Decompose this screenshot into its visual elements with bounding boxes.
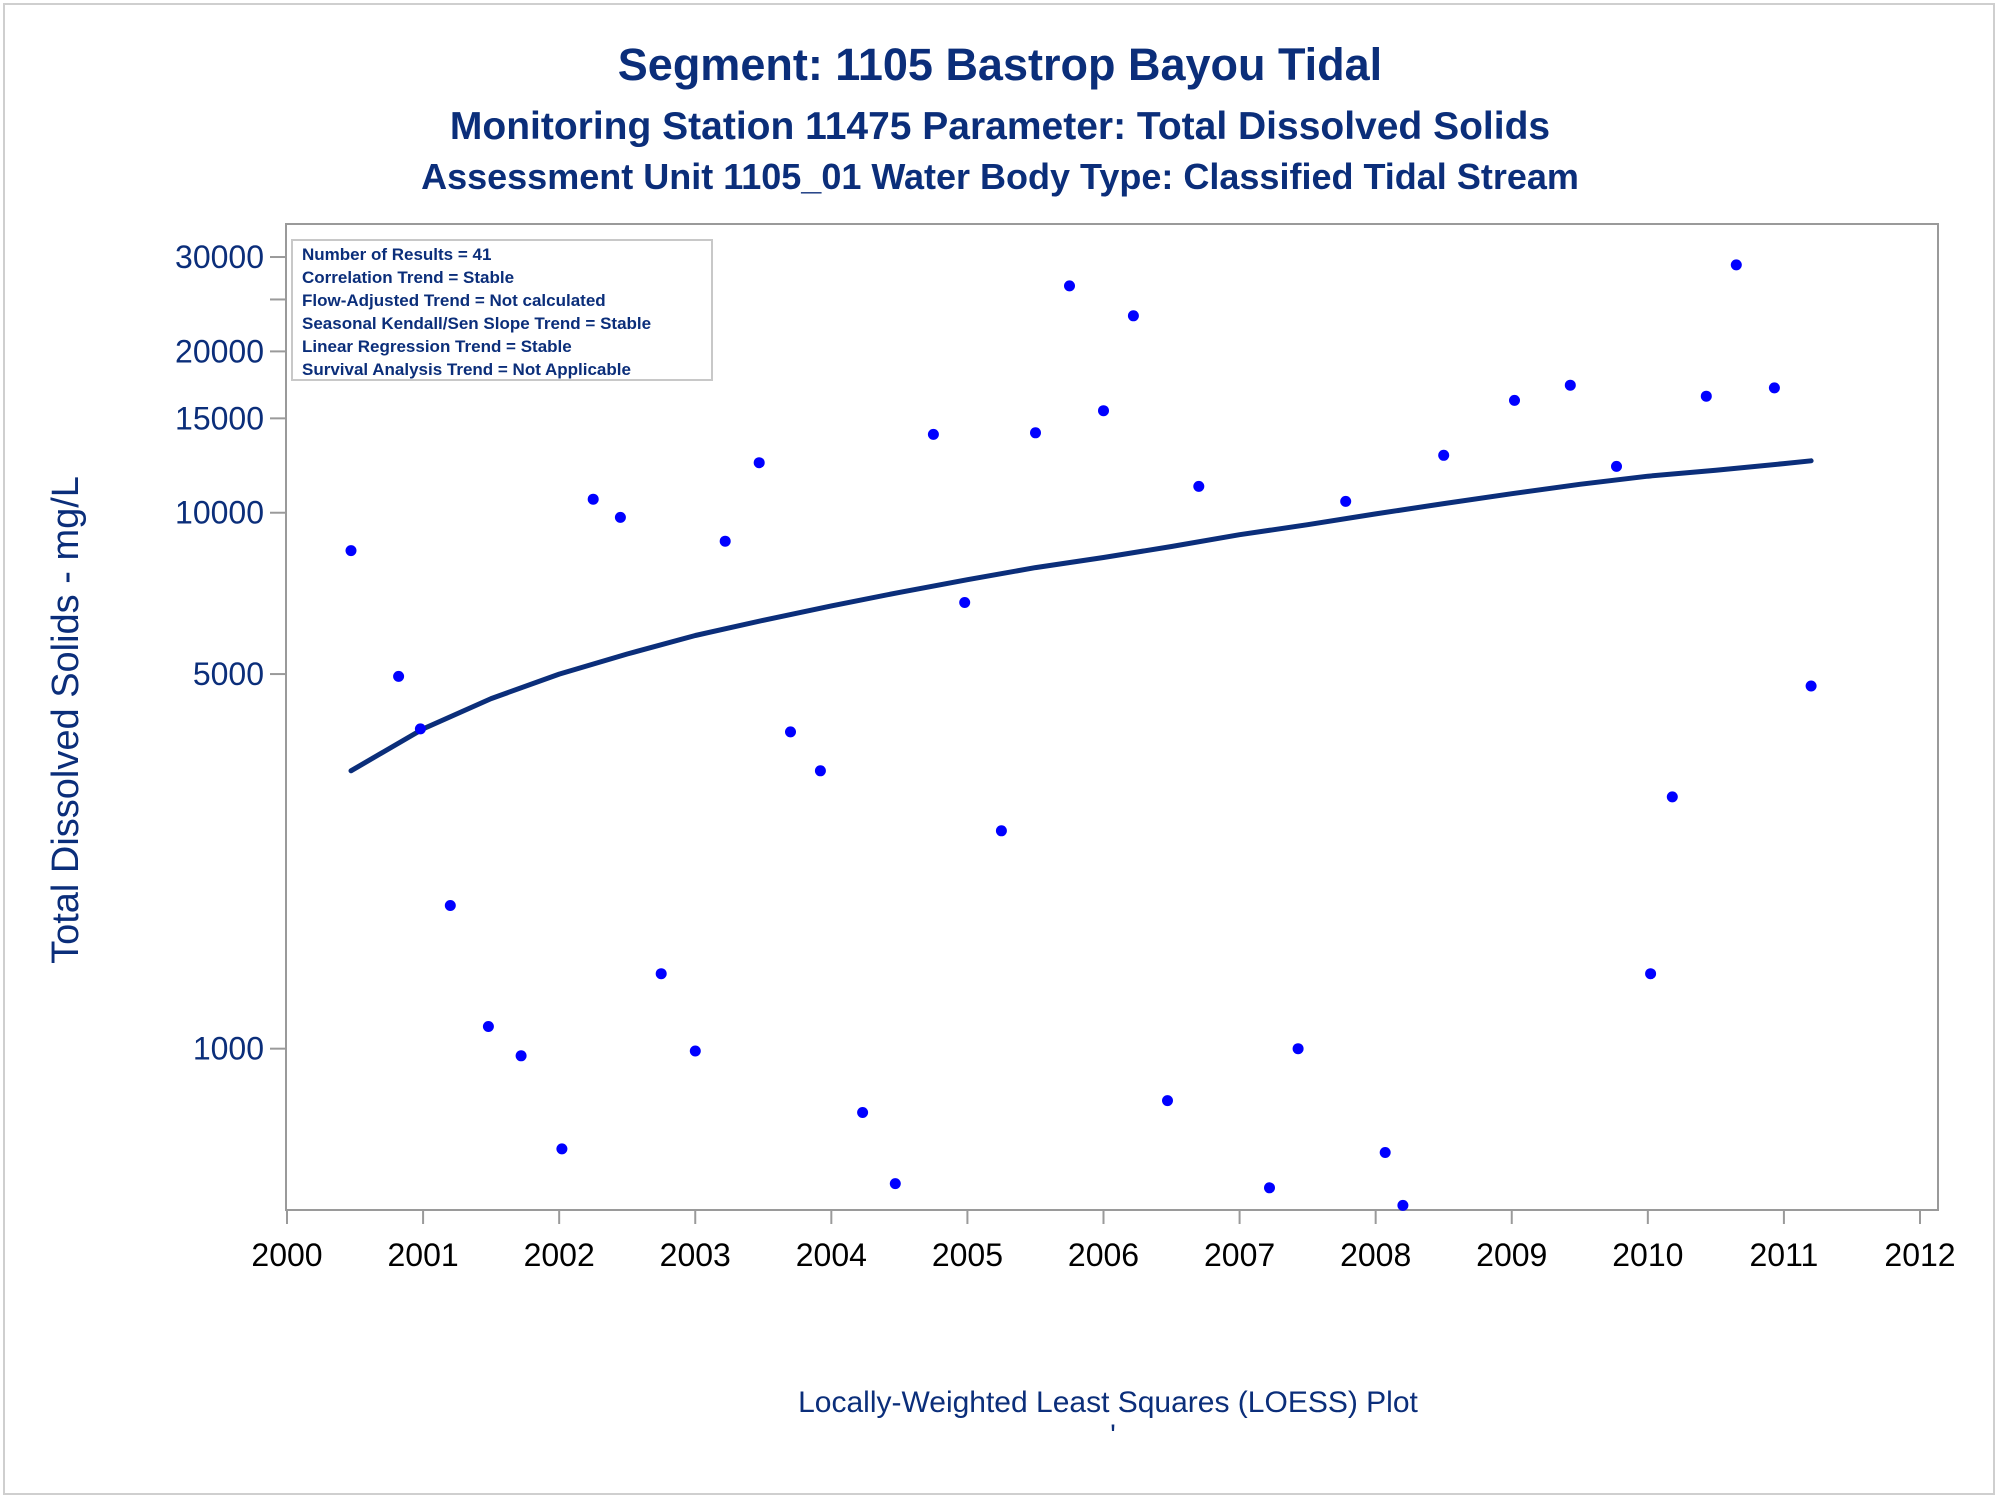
data-point	[1030, 427, 1041, 439]
data-point	[1379, 1147, 1391, 1158]
data-point	[414, 723, 426, 735]
y-axis-label: Total Dissolved Solids - mg/L	[45, 476, 87, 964]
data-point	[1509, 394, 1520, 406]
data-point	[995, 825, 1007, 837]
y-tick-label: 5000	[193, 656, 264, 692]
data-point	[1805, 680, 1817, 692]
x-tick-label: 2004	[796, 1237, 867, 1273]
data-point	[1127, 310, 1139, 322]
data-point	[1162, 1095, 1173, 1107]
stat-line: Survival Analysis Trend = Not Applicable	[302, 360, 631, 379]
stat-line: Seasonal Kendall/Sen Slope Trend = Stabl…	[302, 314, 651, 333]
stat-line: Number of Results = 41	[302, 245, 491, 264]
data-point	[1666, 791, 1678, 803]
data-point	[1700, 390, 1712, 402]
loess-curve	[348, 458, 1814, 774]
stat-line: Correlation Trend = Stable	[302, 268, 514, 287]
data-point	[515, 1050, 527, 1062]
x-tick-label: 2001	[387, 1237, 458, 1273]
x-tick-label: 2008	[1340, 1237, 1411, 1273]
data-point	[444, 900, 456, 911]
y-axis: 1000 5000 10000 15000 20000 30000	[175, 239, 286, 1067]
data-point	[1730, 259, 1742, 271]
x-tick-label: 2000	[251, 1237, 322, 1273]
chart-title: Segment: 1105 Bastrop Bayou Tidal	[618, 39, 1382, 90]
x-tick-label: 2011	[1750, 1237, 1819, 1273]
stats-box-border	[291, 239, 713, 381]
x-tick-label: 2006	[1068, 1237, 1139, 1273]
data-points	[345, 259, 1817, 1211]
data-point	[1397, 1199, 1409, 1211]
x-tick-label: 2009	[1476, 1237, 1547, 1273]
x-tick-label: 2003	[660, 1237, 731, 1273]
y-tick-label: 20000	[175, 333, 264, 369]
data-point	[719, 535, 731, 547]
stat-line: Linear Regression Trend = Stable	[302, 337, 572, 356]
data-point	[1064, 280, 1075, 292]
y-tick-label: 15000	[175, 400, 264, 436]
data-point	[614, 511, 626, 523]
data-point	[655, 968, 667, 980]
data-point	[959, 597, 971, 608]
data-point	[689, 1045, 701, 1057]
data-point	[1264, 1182, 1275, 1194]
x-tick-label: 2002	[524, 1237, 595, 1273]
stats-box: Number of Results = 41 Correlation Trend…	[291, 239, 713, 381]
loess-curve-layer	[348, 458, 1814, 774]
x-tick-label: 2010	[1612, 1237, 1683, 1273]
data-point	[482, 1021, 494, 1032]
caption-mark: '	[1110, 1419, 1116, 1452]
data-point	[857, 1107, 869, 1118]
data-point	[785, 726, 796, 738]
data-point	[1645, 968, 1657, 980]
data-point	[1193, 480, 1205, 492]
plot-area	[285, 223, 1939, 1211]
data-point	[753, 457, 765, 469]
data-point	[556, 1143, 568, 1155]
y-tick-label: 1000	[193, 1031, 264, 1067]
x-tick-label: 2007	[1204, 1237, 1275, 1273]
data-point	[1611, 460, 1622, 472]
chart-subtitle-2: Assessment Unit 1105_01 Water Body Type:…	[421, 156, 1579, 197]
y-tick-label: 30000	[175, 239, 264, 275]
data-point	[814, 765, 826, 777]
x-tick-label: 2005	[932, 1237, 1003, 1273]
data-point	[345, 545, 357, 557]
y-tick-label: 10000	[175, 495, 264, 531]
data-point	[1098, 405, 1109, 417]
stat-line: Flow-Adjusted Trend = Not calculated	[302, 291, 606, 310]
data-point	[1292, 1043, 1304, 1055]
data-point	[1768, 382, 1780, 394]
data-point	[927, 428, 939, 440]
data-point	[1340, 495, 1352, 507]
data-point	[889, 1178, 901, 1190]
x-axis: 2000 2001 2002 2003 2004 2005 2006 2007 2008 2009…	[251, 1210, 1956, 1273]
data-point	[393, 670, 405, 682]
data-point	[587, 493, 599, 505]
chart-subtitle: Monitoring Station 11475 Parameter: Tota…	[450, 105, 1550, 148]
x-tick-label: 2012	[1884, 1237, 1955, 1273]
chart-caption: Locally-Weighted Least Squares (LOESS) P…	[798, 1386, 1418, 1419]
data-point	[1438, 449, 1450, 461]
data-point	[1564, 379, 1576, 391]
